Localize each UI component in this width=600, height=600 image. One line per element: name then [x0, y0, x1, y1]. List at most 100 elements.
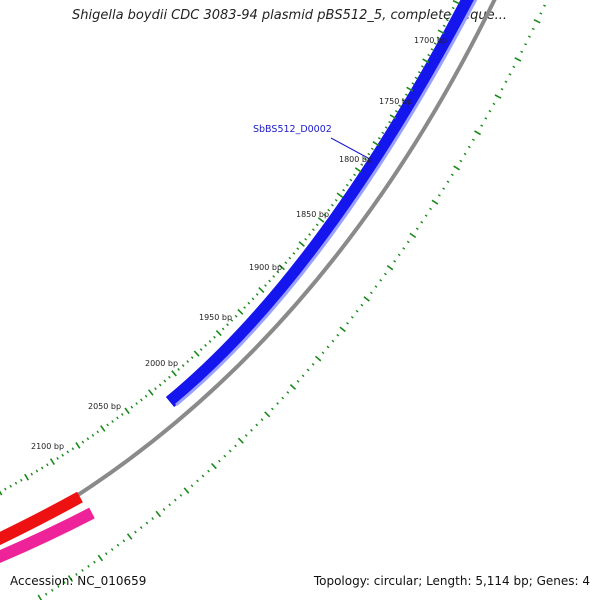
outer-tick	[336, 333, 340, 337]
inner-tick	[221, 327, 225, 331]
outer-tick	[51, 588, 54, 592]
inner-tick	[226, 323, 229, 327]
outer-tick	[442, 187, 446, 190]
outer-tick	[244, 434, 248, 437]
outer-tick	[508, 73, 512, 76]
outer-tick	[260, 418, 264, 422]
inner-tick	[272, 275, 276, 278]
inner-tick	[315, 223, 319, 227]
inner-tick	[251, 297, 255, 301]
inner-tick	[86, 437, 90, 441]
inner-tick	[445, 18, 449, 22]
inner-tick	[406, 86, 414, 92]
outer-tick	[223, 454, 227, 458]
inner-tick	[298, 241, 305, 247]
inner-tick	[46, 463, 49, 467]
outer-tick	[228, 449, 232, 453]
inner-tick	[9, 484, 12, 488]
outer-tick	[306, 368, 310, 372]
inner-tick	[147, 389, 154, 396]
gene-arc-red[interactable]	[0, 491, 83, 548]
inner-tick	[363, 158, 367, 161]
inner-tick	[75, 442, 81, 449]
outer-tick	[311, 362, 315, 366]
inner-tick	[144, 394, 148, 398]
gene-label-leader	[330, 137, 369, 159]
outer-tick	[134, 530, 137, 534]
outer-tick	[87, 564, 90, 568]
inner-tick	[243, 306, 246, 309]
outer-tick	[326, 345, 330, 349]
inner-tick	[230, 319, 234, 322]
outer-tick	[234, 444, 237, 448]
outer-tick	[415, 227, 419, 231]
inner-tick	[66, 450, 70, 454]
inner-tick	[389, 114, 397, 120]
gene-arc-pink[interactable]	[0, 507, 95, 565]
inner-tick	[404, 93, 408, 96]
outer-tick	[93, 560, 96, 564]
outer-tick	[264, 411, 271, 418]
inner-tick	[14, 481, 18, 485]
inner-tick	[130, 405, 134, 409]
inner-tick	[154, 387, 157, 391]
outer-tick	[484, 117, 488, 120]
tick-label: 1700 bp	[414, 36, 447, 45]
outer-tick	[471, 138, 475, 142]
outer-tick	[494, 94, 502, 99]
inner-tick	[168, 375, 171, 379]
inner-tick	[427, 53, 431, 57]
outer-tick	[183, 487, 190, 494]
inner-tick	[330, 203, 334, 207]
outer-tick	[459, 159, 463, 163]
outer-tick	[145, 521, 149, 525]
gene-label[interactable]: SbBS512_D0002	[253, 124, 332, 135]
inner-tick	[199, 348, 203, 351]
inner-tick	[296, 247, 300, 251]
inner-tick	[215, 330, 222, 337]
inner-tick	[49, 458, 55, 466]
outer-tick	[383, 272, 387, 276]
inner-tick	[381, 131, 385, 135]
outer-tick	[369, 291, 373, 295]
inner-tick	[372, 141, 380, 147]
inner-tick	[354, 167, 362, 173]
outer-tick	[97, 554, 104, 562]
gene-arc-sbbs512-d0002[interactable]	[165, 0, 478, 408]
outer-tick	[162, 507, 166, 511]
outer-tick	[363, 296, 370, 302]
inner-tick	[388, 120, 392, 124]
outer-tick	[512, 65, 516, 69]
inner-tick	[384, 126, 388, 129]
inner-tick	[96, 430, 100, 434]
outer-tick	[429, 207, 432, 211]
inner-tick	[448, 12, 452, 16]
inner-tick	[234, 314, 238, 318]
outer-tick	[355, 309, 359, 313]
outer-tick	[492, 102, 496, 106]
outer-tick	[271, 407, 274, 411]
inner-tick	[247, 301, 251, 305]
outer-tick	[543, 4, 546, 7]
outer-tick	[386, 264, 394, 271]
inner-tick	[411, 82, 415, 85]
inner-tick	[323, 213, 327, 217]
inner-tick	[401, 99, 405, 102]
inner-tick	[171, 370, 177, 377]
inner-tick	[442, 24, 446, 28]
outer-tick	[63, 581, 66, 584]
inner-tick	[81, 440, 85, 444]
map-summary-text: Topology: circular; Length: 5,114 bp; Ge…	[313, 574, 590, 588]
inner-tick	[106, 423, 109, 427]
inner-tick	[367, 152, 371, 156]
outer-tick	[488, 109, 492, 113]
inner-tick	[398, 104, 402, 107]
outer-tick	[514, 57, 522, 62]
outer-tick	[531, 27, 535, 31]
inner-tick	[349, 178, 353, 182]
inner-tick	[158, 383, 162, 387]
outer-tick	[474, 130, 481, 136]
inner-tick	[181, 364, 185, 367]
inner-tick	[278, 264, 286, 271]
